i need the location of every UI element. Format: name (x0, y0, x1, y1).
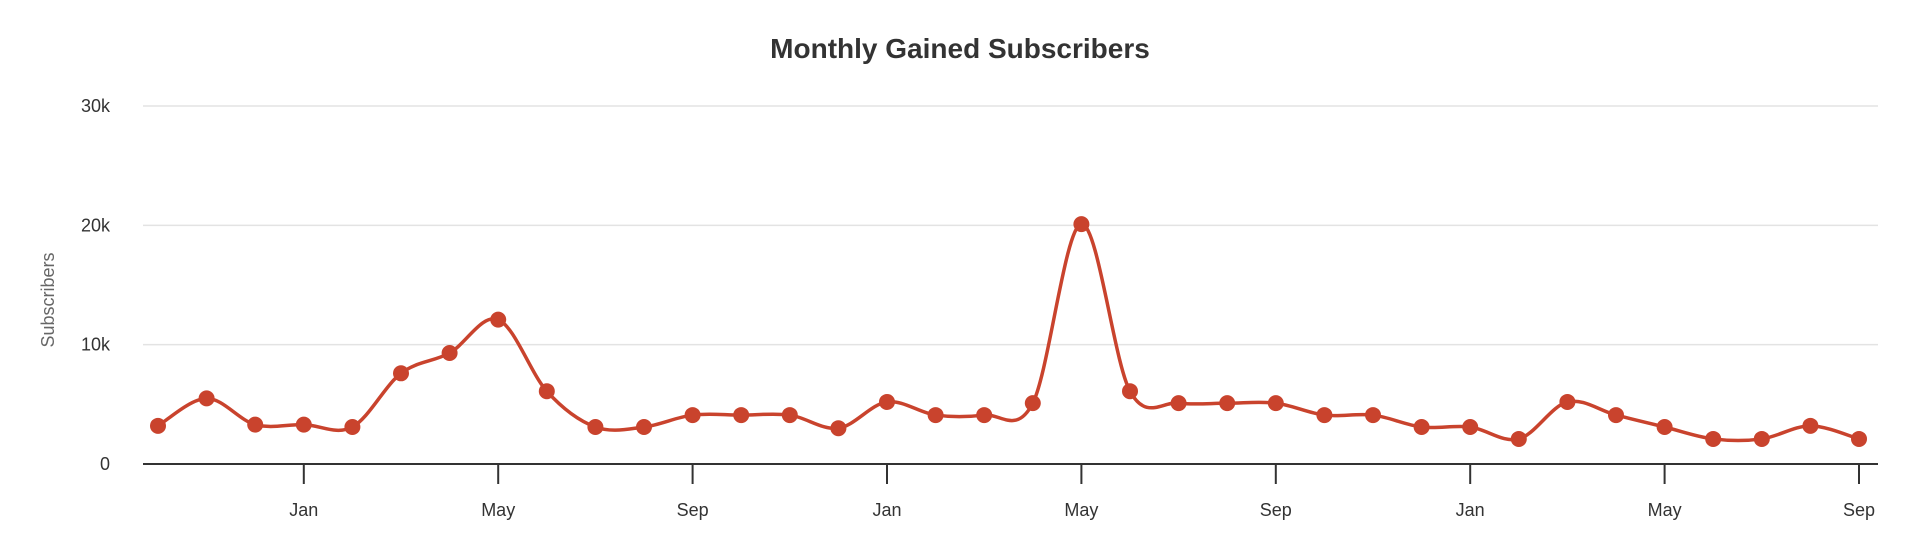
y-tick-labels: 0 10k 20k 30k (81, 96, 111, 474)
data-point[interactable] (781, 407, 798, 424)
data-point[interactable] (1122, 383, 1138, 400)
data-point[interactable] (1753, 430, 1770, 447)
y-axis-label: Subscribers (38, 252, 58, 347)
y-tick-label: 10k (81, 335, 111, 355)
data-point[interactable] (1365, 407, 1381, 424)
x-tick-labels: Jan May Sep Jan May Sep Jan May Sep (289, 500, 1875, 520)
data-point[interactable] (344, 419, 361, 436)
data-point[interactable] (1559, 393, 1576, 410)
data-point[interactable] (538, 383, 555, 400)
x-tick-label: Sep (1843, 500, 1875, 520)
data-point[interactable] (150, 417, 166, 434)
data-point[interactable] (927, 407, 944, 424)
data-point[interactable] (441, 345, 458, 362)
data-point[interactable] (490, 311, 507, 328)
series-layer (157, 222, 1860, 443)
y-tick-label: 30k (81, 96, 111, 116)
data-point[interactable] (295, 416, 312, 433)
data-point[interactable] (1462, 419, 1479, 436)
data-point[interactable] (1705, 430, 1722, 447)
data-point[interactable] (1170, 395, 1187, 412)
data-point[interactable] (636, 419, 652, 436)
x-tick-label: Jan (1456, 500, 1485, 520)
data-point[interactable] (1510, 430, 1527, 447)
data-point[interactable] (1219, 395, 1236, 412)
data-point[interactable] (1851, 430, 1867, 447)
x-tick-label: Jan (289, 500, 318, 520)
data-point[interactable] (1656, 419, 1673, 436)
data-point[interactable] (247, 416, 264, 433)
data-point[interactable] (1802, 417, 1819, 434)
y-tick-label: 20k (81, 215, 111, 235)
x-tick-label: May (1064, 500, 1098, 520)
data-point[interactable] (393, 365, 409, 382)
x-tick-label: May (1648, 500, 1682, 520)
grid-lines (143, 105, 1878, 346)
chart-title: Monthly Gained Subscribers (770, 33, 1150, 64)
data-point[interactable] (733, 407, 750, 424)
x-tick-label: Sep (1260, 500, 1292, 520)
data-point[interactable] (1608, 407, 1624, 424)
x-axis (143, 463, 1878, 484)
data-point[interactable] (1073, 216, 1090, 233)
data-point[interactable] (830, 420, 847, 437)
data-point[interactable] (1024, 395, 1041, 412)
data-point[interactable] (198, 390, 215, 407)
series-line (157, 222, 1860, 443)
x-tick-label: Sep (677, 500, 709, 520)
data-point[interactable] (879, 393, 895, 410)
data-point[interactable] (587, 419, 604, 436)
x-tick-label: May (481, 500, 515, 520)
data-points (150, 216, 1867, 447)
data-point[interactable] (1316, 407, 1333, 424)
x-tick-label: Jan (872, 500, 901, 520)
data-point[interactable] (1413, 419, 1430, 436)
data-point[interactable] (976, 407, 993, 424)
y-tick-label: 0 (100, 454, 110, 474)
data-point[interactable] (684, 407, 701, 424)
data-point[interactable] (1267, 395, 1284, 412)
